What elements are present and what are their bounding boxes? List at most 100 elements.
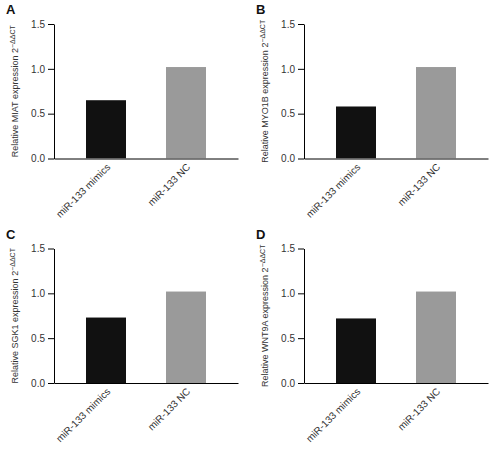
tick: miR-133 NC	[396, 161, 443, 208]
tick-mark	[298, 249, 304, 250]
tick-mark	[298, 24, 304, 25]
tick-label: miR-133 NC	[396, 386, 443, 433]
bars	[86, 292, 206, 383]
tick-label: 1.0	[281, 288, 295, 299]
tick-label: 1.0	[31, 288, 45, 299]
tick: 1.0	[281, 288, 304, 299]
axis-line	[305, 383, 489, 384]
x-axis: miR-133 mimics miR-133 NC	[54, 159, 239, 220]
tick: 1.5	[281, 19, 304, 30]
tick: 0.5	[31, 333, 54, 344]
x-axis: miR-133 mimics miR-133 NC	[304, 159, 489, 220]
panel-label: D	[256, 227, 265, 242]
tick-label: 1.5	[31, 243, 45, 254]
axis-line	[54, 249, 55, 384]
axis-line	[305, 159, 489, 160]
bar	[166, 67, 206, 158]
axis-line	[54, 25, 55, 160]
tick-mark	[298, 293, 304, 294]
tick-label: 0.0	[31, 153, 45, 164]
bars	[336, 292, 456, 383]
tick-label: 1.5	[281, 19, 295, 30]
tick: miR-133 mimics	[304, 386, 362, 444]
tick-mark	[298, 69, 304, 70]
tick: 0.5	[281, 333, 304, 344]
tick-label: 1.0	[31, 64, 45, 75]
figure: 0.0 0.5 1.0 1.5 miR-133 mimics miR-133 NC Rela…	[0, 0, 500, 449]
y-axis: 0.0 0.5 1.0 1.5	[281, 243, 304, 389]
tick-mark	[48, 24, 54, 25]
tick-label: 0.0	[281, 378, 295, 389]
axis-line	[304, 25, 305, 160]
y-axis: 0.0 0.5 1.0 1.5	[281, 19, 304, 165]
axis-line	[304, 249, 305, 384]
bars	[336, 67, 456, 158]
tick-mark	[48, 114, 54, 115]
tick-label: miR-133 NC	[396, 161, 443, 208]
tick: 1.5	[31, 19, 54, 30]
tick-label: 1.0	[281, 64, 295, 75]
y-axis: 0.0 0.5 1.0 1.5	[31, 243, 54, 389]
tick: 0.0	[31, 153, 54, 164]
tick-mark	[48, 69, 54, 70]
bars	[86, 67, 206, 158]
bar	[86, 318, 126, 383]
bar	[336, 106, 376, 158]
y-axis-title: Relative MYO1B expression 2−ΔΔCT	[259, 19, 270, 163]
axis-line	[55, 159, 239, 160]
tick-mark	[48, 338, 54, 339]
panel: 0.0 0.5 1.0 1.5 miR-133 mimics miR-133 NC Rela…	[6, 227, 239, 445]
tick-mark	[298, 338, 304, 339]
tick: 1.0	[31, 288, 54, 299]
tick: miR-133 NC	[146, 386, 193, 433]
tick: 0.0	[281, 153, 304, 164]
tick-mark	[48, 249, 54, 250]
tick: 0.0	[281, 378, 304, 389]
tick: 1.0	[281, 64, 304, 75]
panel: 0.0 0.5 1.0 1.5 miR-133 mimics miR-133 NC Rela…	[6, 2, 239, 220]
tick: 0.5	[281, 108, 304, 119]
bar	[166, 292, 206, 383]
tick: 0.0	[31, 378, 54, 389]
axis-line	[55, 383, 239, 384]
tick: 1.5	[281, 243, 304, 254]
bar	[416, 67, 456, 158]
tick: 1.5	[31, 243, 54, 254]
tick-mark	[48, 159, 54, 160]
y-axis-title: Relative MIAT expression 2−ΔΔCT	[9, 25, 20, 158]
panel-label: A	[6, 2, 16, 17]
tick-label: 0.0	[281, 153, 295, 164]
y-axis-title: Relative SGK1 expression 2−ΔΔCT	[9, 247, 20, 383]
tick: miR-133 NC	[396, 386, 443, 433]
bar	[336, 318, 376, 383]
tick: miR-133 mimics	[54, 161, 112, 219]
tick: miR-133 mimics	[304, 161, 362, 219]
bar	[86, 100, 126, 158]
panel-label: C	[6, 227, 16, 242]
tick-label: miR-133 NC	[146, 161, 193, 208]
panel-label: B	[256, 2, 265, 17]
tick-label: miR-133 mimics	[304, 386, 362, 444]
tick-label: 1.5	[31, 19, 45, 30]
tick: miR-133 NC	[146, 161, 193, 208]
tick-mark	[48, 383, 54, 384]
tick-label: 0.5	[31, 108, 45, 119]
tick-label: 0.5	[31, 333, 45, 344]
tick-label: 0.5	[281, 333, 295, 344]
y-axis-title: Relative WNT9A expression 2−ΔΔCT	[259, 244, 270, 387]
panel: 0.0 0.5 1.0 1.5 miR-133 mimics miR-133 NC Rela…	[256, 2, 489, 220]
y-axis: 0.0 0.5 1.0 1.5	[31, 19, 54, 165]
bar	[416, 292, 456, 383]
tick-label: miR-133 mimics	[304, 161, 362, 219]
tick-label: miR-133 mimics	[54, 386, 112, 444]
tick-mark	[298, 383, 304, 384]
tick-label: 1.5	[281, 243, 295, 254]
tick-label: miR-133 mimics	[54, 161, 112, 219]
tick-mark	[48, 293, 54, 294]
x-axis: miR-133 mimics miR-133 NC	[54, 384, 239, 445]
tick: 1.0	[31, 64, 54, 75]
tick: 0.5	[31, 108, 54, 119]
tick-mark	[298, 159, 304, 160]
tick-label: 0.5	[281, 108, 295, 119]
x-axis: miR-133 mimics miR-133 NC	[304, 384, 489, 445]
